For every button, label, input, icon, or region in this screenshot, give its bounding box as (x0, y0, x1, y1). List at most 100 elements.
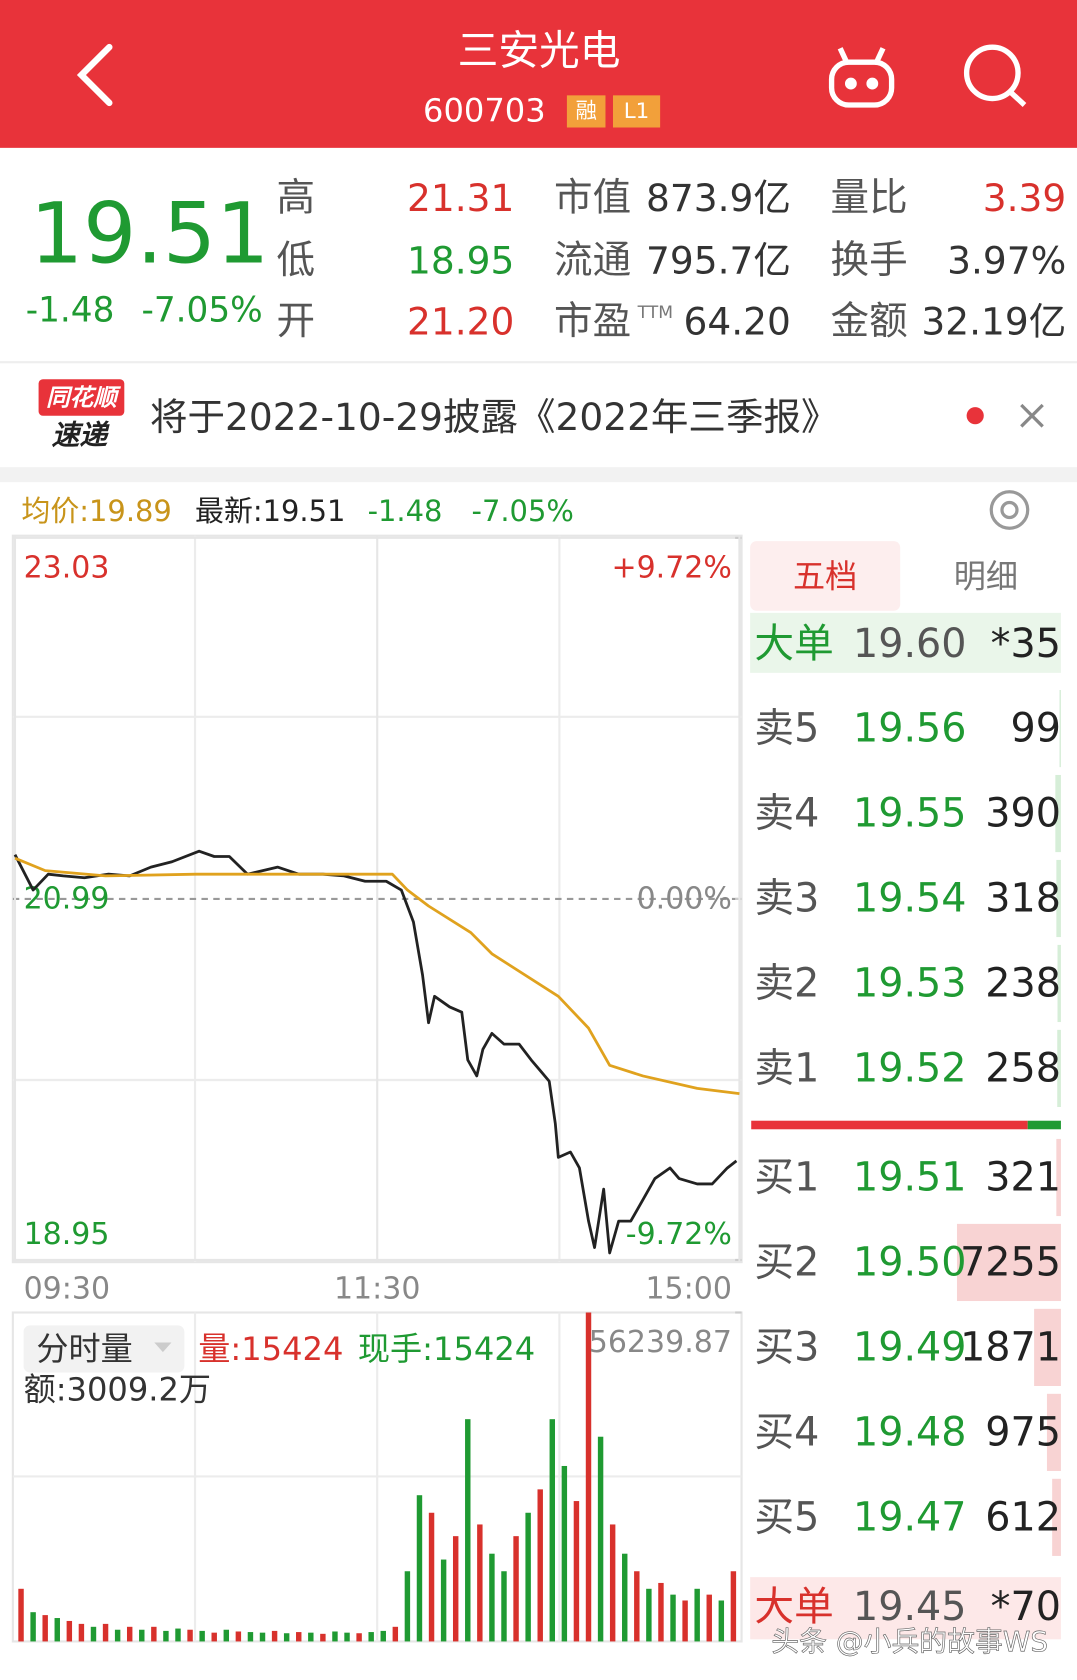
book-label: 买5 (754, 1494, 819, 1540)
volume-bar (259, 1632, 266, 1642)
volume-bar (670, 1594, 676, 1642)
big-order-bg (750, 1577, 1061, 1640)
book-volume: *70 (991, 1584, 1061, 1630)
watermark: 头条 @小兵的故事WS (771, 1625, 1048, 1658)
info-change: -1.48 (368, 494, 443, 528)
stat-value: 21.20 (407, 299, 514, 343)
volume-bar (573, 1501, 580, 1642)
book-volume: 7255 (960, 1239, 1061, 1285)
stat-label: 开 (276, 299, 315, 344)
volume-bar (66, 1620, 73, 1642)
volume-selector[interactable]: 分时量 (36, 1330, 132, 1368)
current-hand: 现手:15424 (358, 1330, 535, 1368)
selector-bg[interactable] (23, 1325, 185, 1373)
volume-bar (561, 1465, 568, 1642)
badge: 融 (575, 99, 596, 124)
volume-bar (609, 1524, 616, 1642)
close-button[interactable] (1020, 403, 1044, 428)
unread-dot (966, 407, 984, 425)
stat-label: 流通 (554, 238, 631, 283)
notice-logo-top: 同花顺 (46, 384, 121, 412)
volume-bar (730, 1571, 737, 1642)
back-button[interactable] (76, 43, 113, 107)
volume-depth-bar (1056, 1138, 1061, 1217)
volume-bar (283, 1633, 290, 1642)
volume-bar (151, 1626, 157, 1642)
price-change: -1.48 (26, 291, 115, 331)
book-volume: *35 (991, 621, 1061, 667)
tab[interactable]: 明细 (954, 557, 1018, 595)
stat-label: 金额 (831, 299, 908, 344)
book-label: 买4 (754, 1409, 819, 1455)
volume-bar (452, 1536, 459, 1642)
stat-value: 18.95 (407, 238, 514, 282)
volume-bar (78, 1623, 85, 1642)
volume-bar (501, 1571, 507, 1642)
book-price: 19.52 (853, 1045, 966, 1091)
tab[interactable]: 五档 (793, 557, 857, 595)
price-line (13, 849, 738, 1255)
book-volume: 975 (985, 1409, 1061, 1455)
volume-bar (235, 1631, 242, 1642)
amount: 额:3009.2万 (24, 1371, 212, 1409)
notice-text[interactable]: 将于2022-10-29披露《2022年三季报》 (150, 395, 838, 439)
book-volume: 612 (985, 1494, 1061, 1540)
volume: 量:15424 (198, 1330, 343, 1368)
section-gap (0, 467, 1077, 483)
book-label: 卖5 (754, 706, 819, 752)
book-label: 买1 (754, 1155, 819, 1201)
volume-bar (247, 1632, 254, 1642)
book-volume: 321 (985, 1155, 1061, 1201)
stat-value: 32.19亿 (921, 299, 1066, 343)
volume-depth-bar (956, 1223, 1061, 1302)
book-price: 19.60 (853, 621, 966, 667)
volume-bar (175, 1628, 181, 1642)
header-bar (0, 0, 1077, 148)
volume-bar (428, 1512, 435, 1642)
volume-depth-bar (1055, 774, 1061, 853)
volume-bar (320, 1633, 326, 1642)
y2-tick-label: -9.72% (626, 1217, 732, 1252)
volume-bar (126, 1626, 133, 1642)
volume-bar (392, 1626, 399, 1642)
volume-bar (549, 1419, 556, 1642)
volume-bar (18, 1588, 24, 1642)
book-label: 卖4 (754, 791, 819, 837)
stat-value: 3.39 (983, 176, 1067, 220)
volume-bar (658, 1582, 664, 1642)
search-button[interactable] (963, 44, 1027, 107)
book-price: 19.54 (853, 876, 966, 922)
volume-bar (694, 1588, 700, 1642)
volume-bar (54, 1618, 60, 1642)
volume-bar (718, 1600, 725, 1642)
book-label: 买2 (754, 1239, 819, 1285)
book-label: 大单 (754, 621, 833, 667)
book-price: 19.53 (853, 960, 966, 1006)
volume-depth-bar (1046, 1393, 1061, 1471)
book-price: 19.47 (853, 1494, 966, 1540)
book-price: 19.50 (853, 1239, 966, 1285)
volume-bar (597, 1436, 604, 1642)
book-price: 19.56 (853, 706, 966, 752)
stat-value: 3.97% (947, 238, 1066, 282)
book-volume: 318 (985, 876, 1061, 922)
book-volume: 258 (985, 1045, 1061, 1091)
settings-button[interactable] (989, 490, 1030, 530)
book-label: 大单 (754, 1584, 833, 1630)
book-price: 19.49 (853, 1324, 966, 1370)
stat-label: 低 (276, 238, 315, 283)
stat-value: 873.9亿 (646, 176, 791, 220)
robot-button[interactable] (828, 47, 895, 108)
volume-max-label: 56239.87 (589, 1325, 732, 1360)
volume-bar (139, 1629, 145, 1642)
volume-depth-bar (1059, 690, 1061, 768)
volume-depth-bar (1056, 859, 1061, 938)
book-price: 19.55 (853, 791, 966, 837)
book-volume: 1871 (960, 1324, 1061, 1370)
x-tick-label: 11:30 (334, 1271, 420, 1306)
tab-active-bg (750, 541, 901, 611)
volume-bar (537, 1489, 543, 1642)
